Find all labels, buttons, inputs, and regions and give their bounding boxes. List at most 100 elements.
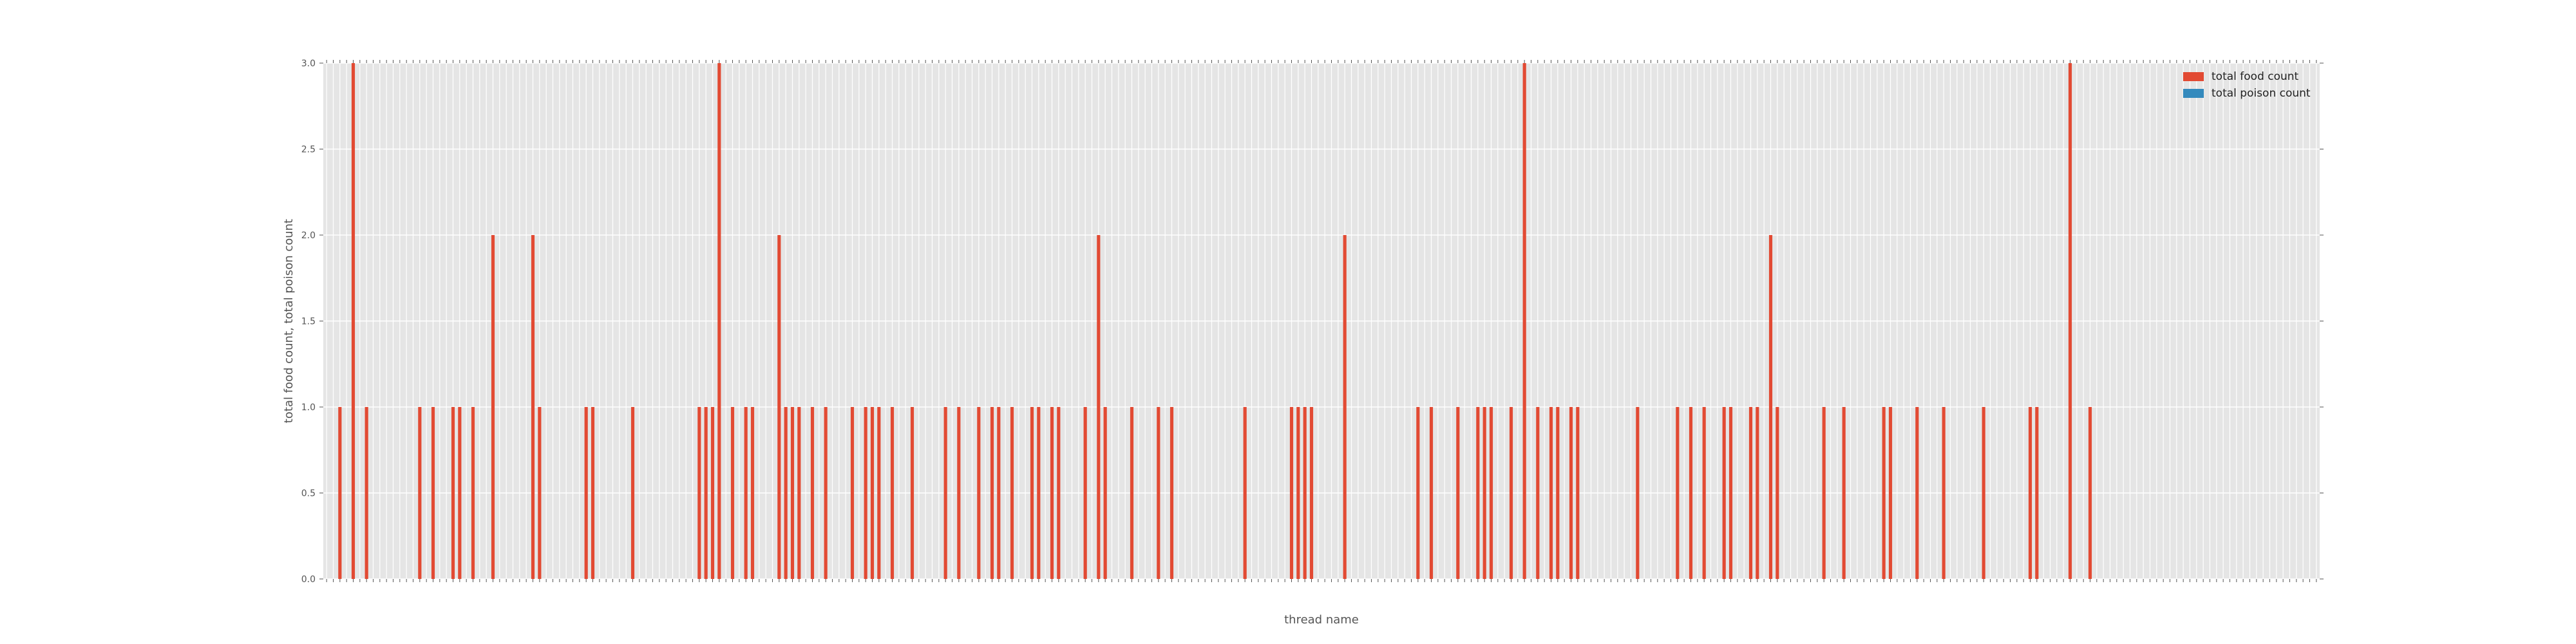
bar-food xyxy=(365,407,368,579)
bar-food xyxy=(1057,407,1061,579)
bar-food xyxy=(418,407,422,579)
bar-food xyxy=(591,407,595,579)
legend-swatch-food xyxy=(2183,72,2204,81)
bar-food xyxy=(870,407,875,579)
bar-food xyxy=(351,63,355,579)
bar-food xyxy=(471,407,475,579)
bar-food xyxy=(1522,63,1526,579)
bar-food xyxy=(1576,407,1580,579)
y-tick-label: 1.5 xyxy=(301,317,316,327)
bar-food xyxy=(890,407,895,579)
bar-food xyxy=(704,407,708,579)
bar-food xyxy=(1728,407,1733,579)
y-tick-label: 0.0 xyxy=(301,574,316,585)
bar-food xyxy=(750,407,755,579)
bar-food xyxy=(2028,407,2032,579)
bar-food xyxy=(1556,407,1560,579)
bar-food xyxy=(1343,235,1347,579)
bar-food xyxy=(810,407,815,579)
bar-food xyxy=(1170,407,1174,579)
bar-food xyxy=(730,407,735,579)
bar-food xyxy=(338,407,342,579)
bar-food xyxy=(2035,407,2039,579)
bar-food xyxy=(1489,407,1493,579)
bar-food xyxy=(717,63,721,579)
bar-food xyxy=(864,407,867,579)
y-axis: 0.0 0.5 1.0 1.5 2.0 2.5 3.0 xyxy=(301,59,2324,585)
bar-food xyxy=(1915,407,1919,579)
bar-food xyxy=(1157,407,1160,579)
bar-food xyxy=(997,407,1001,579)
bar-food xyxy=(957,407,961,579)
y-tick-label: 0.5 xyxy=(301,489,316,499)
bar-food xyxy=(1702,407,1706,579)
bar-food xyxy=(710,407,715,579)
bar-food xyxy=(1842,407,1846,579)
bar-food xyxy=(1103,407,1107,579)
bar-food xyxy=(1416,407,1420,579)
bar-food xyxy=(531,235,535,579)
y-tick-label: 2.0 xyxy=(301,231,316,241)
bar-food xyxy=(1748,407,1753,579)
bar-food xyxy=(1689,407,1693,579)
bar-food xyxy=(451,407,455,579)
bar-food xyxy=(1768,235,1773,579)
bar-food xyxy=(1776,407,1779,579)
y-axis-label: total food count, total poison count xyxy=(282,219,296,423)
bar-food xyxy=(1822,407,1826,579)
bar-food xyxy=(790,407,795,579)
bar-food xyxy=(1243,407,1247,579)
bar-food xyxy=(1569,407,1573,579)
bar-food xyxy=(458,407,462,579)
bar-food xyxy=(877,407,881,579)
bar-food xyxy=(584,407,588,579)
bar-food xyxy=(431,407,435,579)
bar-food xyxy=(943,407,947,579)
legend-label-poison: total poison count xyxy=(2211,87,2311,100)
bars xyxy=(338,63,2092,579)
bar-food xyxy=(1888,407,1893,579)
x-axis xyxy=(326,60,2317,582)
bar-food xyxy=(1636,407,1640,579)
y-tick-label: 3.0 xyxy=(301,59,316,69)
y-tick-label: 1.0 xyxy=(301,402,316,413)
bar-food xyxy=(1456,407,1460,579)
bar-food xyxy=(1549,407,1553,579)
bar-food xyxy=(1289,407,1294,579)
x-axis-label: thread name xyxy=(1284,613,1359,627)
bar-food xyxy=(538,407,542,579)
bar-food xyxy=(1942,407,1946,579)
bar-food xyxy=(1509,407,1513,579)
y-tick-label: 2.5 xyxy=(301,145,316,155)
bar-food xyxy=(784,407,788,579)
bar-food xyxy=(1296,407,1300,579)
bar-food xyxy=(1130,407,1134,579)
bar-food xyxy=(1083,407,1087,579)
bar-food xyxy=(1309,407,1314,579)
bar-food xyxy=(697,407,701,579)
legend-swatch-poison xyxy=(2183,89,2204,98)
bar-food xyxy=(1050,407,1054,579)
bar-food xyxy=(1756,407,1759,579)
bar-food xyxy=(797,407,801,579)
bar-food xyxy=(744,407,748,579)
bar-food xyxy=(1722,407,1726,579)
bar-food xyxy=(1882,407,1886,579)
bar-food xyxy=(1010,407,1014,579)
bar-food xyxy=(1037,407,1041,579)
bar-food xyxy=(491,235,495,579)
bar-food xyxy=(1429,407,1434,579)
bar-food xyxy=(1676,407,1680,579)
bar-food xyxy=(777,235,781,579)
bar-food xyxy=(910,407,914,579)
legend-label-food: total food count xyxy=(2211,70,2299,83)
bar-food xyxy=(1030,407,1034,579)
bar-food xyxy=(630,407,635,579)
bar-food xyxy=(824,407,828,579)
bar-food xyxy=(850,407,855,579)
bar-food xyxy=(990,407,994,579)
bar-food xyxy=(977,407,981,579)
legend: total food count total poison count xyxy=(2183,70,2311,100)
bar-food xyxy=(1536,407,1540,579)
